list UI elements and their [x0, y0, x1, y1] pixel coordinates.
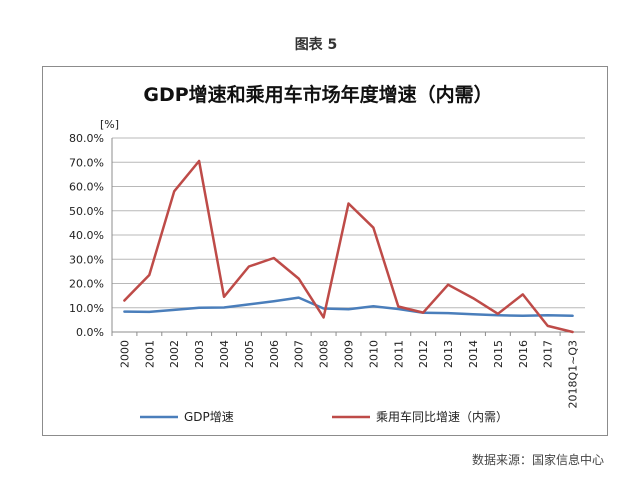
- y-tick-label: 10.0%: [69, 302, 104, 315]
- x-tick-label: 2010: [367, 340, 380, 368]
- x-tick-label: 2014: [467, 340, 480, 368]
- x-tick-label: 2004: [218, 340, 231, 368]
- x-tick-label: 2008: [318, 340, 331, 368]
- chart-frame: [42, 66, 608, 436]
- y-tick-label: 30.0%: [69, 253, 104, 266]
- y-unit-label: [%]: [100, 118, 119, 131]
- x-tick-label: 2016: [517, 340, 530, 368]
- series-line-1: [123, 296, 574, 318]
- y-tick-label: 0.0%: [76, 326, 104, 339]
- y-tick-label: 50.0%: [69, 205, 104, 218]
- x-tick-label: 2011: [392, 340, 405, 368]
- y-tick-label: 60.0%: [69, 181, 104, 194]
- x-tick-label: 2000: [118, 340, 131, 368]
- legend-label-1: GDP增速: [184, 410, 234, 424]
- x-tick-label: 2015: [492, 340, 505, 368]
- figure-label: 图表 5: [294, 37, 338, 53]
- legend-label-2: 乘用车同比增速（内需）: [376, 409, 508, 424]
- x-tick-label: 2013: [442, 340, 455, 368]
- chart-title: GDP增速和乘用车市场年度增速（内需）: [143, 83, 492, 106]
- x-tick-label: 2012: [417, 340, 430, 368]
- x-tick-label: 2002: [168, 340, 181, 368]
- x-tick-label: 2007: [293, 340, 306, 368]
- y-tick-label: 40.0%: [69, 229, 104, 242]
- x-tick-label: 2003: [193, 340, 206, 368]
- x-tick-label: 2001: [143, 340, 156, 368]
- y-tick-label: 70.0%: [69, 156, 104, 169]
- x-tick-label: 2018Q1~Q3: [567, 340, 580, 409]
- x-tick-label: 2017: [542, 340, 555, 368]
- x-tick-label: 2009: [343, 340, 356, 368]
- series-line-2: [123, 159, 574, 334]
- y-tick-label: 80.0%: [69, 132, 104, 145]
- y-tick-label: 20.0%: [69, 278, 104, 291]
- x-tick-label: 2005: [243, 340, 256, 368]
- source-note: 数据来源：国家信息中心: [471, 453, 604, 467]
- x-tick-label: 2006: [268, 340, 281, 368]
